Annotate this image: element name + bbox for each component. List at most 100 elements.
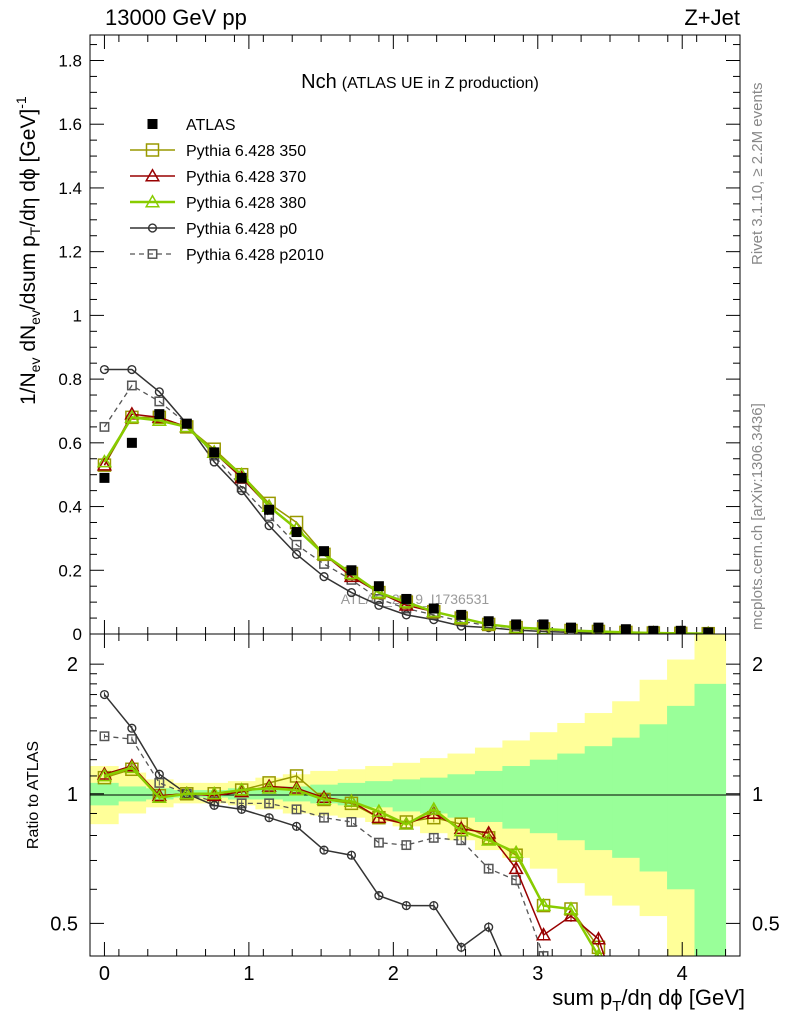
header-left: 13000 GeV pp [105,5,247,30]
band-green [584,746,613,851]
legend-item-p2010: Pythia 6.428 p2010 [130,247,324,264]
legend-marker [147,249,158,259]
ratio-ytick-label: 2 [67,654,78,676]
ratio-point-p380 [535,897,552,912]
band-green [90,782,119,806]
band-green [529,759,558,834]
ratio-point-p2010 [319,812,329,823]
series-atlas [99,409,714,634]
ratio-point-p380 [453,823,469,837]
ratio-ytick-label: 1 [67,784,78,806]
band-green [255,788,284,800]
point-atlas [346,565,357,576]
point-atlas [264,504,275,515]
point-p0 [319,572,329,582]
ratio-xlabel: sum pT/dη dϕ [GeV] [552,985,745,1015]
point-p0 [127,364,137,375]
point-atlas [703,627,714,634]
ratio-point-p380 [206,785,222,800]
point-atlas [181,418,192,429]
point-atlas [456,609,467,620]
legend-label: Pythia 6.428 380 [186,195,306,212]
main-ytick-zero: 0 [73,625,82,644]
point-p380 [124,409,140,423]
ratio-point-p0 [456,942,466,952]
ratio-point-p2010 [126,734,137,744]
point-p0 [346,587,357,598]
main-ytick-label: 1.4 [58,179,82,198]
ratio-point-p370 [508,860,524,875]
ratio-point-p0 [127,723,137,733]
ratio-point-p380 [234,782,250,796]
ratio-point-p380 [124,759,140,774]
ratio-point-p380 [316,791,332,805]
ratio-line-p2010 [104,735,545,956]
legend-label: Pythia 6.428 370 [186,169,306,186]
ratio-point-p370 [96,766,113,780]
plot-title-sub: (ATLAS UE in Z production) [342,75,539,92]
main-ytick-label: 1 [73,306,82,325]
ratio-point-p380 [481,832,497,846]
legend-marker [144,168,161,182]
main-ytick-label: 0.8 [58,370,82,389]
ratio-point-p380 [151,789,167,804]
point-p380 [151,412,167,427]
ratio-point-p0 [291,821,302,831]
ratio-point-p380 [398,816,414,830]
ratio-point-p2010 [99,731,110,742]
band-green [694,683,727,956]
ratio-point-p0 [401,900,411,911]
point-atlas [209,447,220,458]
ratio-point-p380 [288,782,305,796]
mcplots-note: mcplots.cern.ch [arXiv:1306.3436] [749,403,766,630]
ratio-point-p370 [124,758,140,772]
ratio-ytick-label-right: 2 [752,654,763,676]
legend-label: Pythia 6.428 350 [186,143,306,160]
ratio-point-p2010 [373,837,384,848]
point-atlas [319,546,329,557]
ratio-point-p0 [99,689,110,700]
band-green [667,705,695,890]
ratio-xtick-label: 2 [388,963,399,985]
ratio-point-p380 [426,801,442,815]
point-p0 [264,521,274,531]
main-panel: 0.20.40.60.811.21.41.61.8 0 ATLAS_2019_I… [13,34,741,644]
ratio-point-p2010 [346,817,357,827]
main-ytick-label: 1.8 [58,51,82,70]
point-atlas [154,409,165,420]
ratio-point-p370 [590,931,607,945]
legend-marker [145,143,160,157]
ratio-point-p2010 [483,863,494,874]
point-atlas [566,622,576,633]
main-ytick-label: 0.6 [58,434,82,453]
ratio-point-p0 [429,900,439,911]
legend-item-p0: Pythia 6.428 p0 [130,221,297,238]
ratio-ylabel: Ratio to ATLAS [25,741,42,849]
ratio-point-p2010 [401,840,412,851]
point-p2010 [99,421,110,432]
ratio-point-p380 [593,948,603,956]
ratio-xtick-label: 3 [532,963,543,985]
legend-marker [147,119,158,129]
band-green [502,766,531,829]
plot-title: Nch (ATLAS UE in Z production) [301,71,539,93]
ratio-plot-frame [89,633,741,957]
series-line-p0 [104,368,709,634]
legend-item-p380: Pythia 6.428 380 [130,194,306,212]
point-p380 [371,584,387,599]
point-atlas [511,619,522,630]
ratio-point-p0 [374,891,384,901]
ratio-point-p0 [346,850,357,860]
point-p380 [96,454,113,468]
point-p0 [209,457,219,467]
point-atlas [538,619,549,630]
ratio-point-p0 [209,800,219,810]
ratio-point-p370 [535,927,552,941]
point-atlas [236,472,247,483]
ratio-point-p0 [319,845,329,855]
band-green [447,774,476,818]
point-p0 [374,600,384,610]
point-p2010 [291,539,302,550]
ratio-point-p0 [237,804,247,814]
rivet-note: Rivet 3.1.10, ≥ 2.2M events [749,83,766,266]
